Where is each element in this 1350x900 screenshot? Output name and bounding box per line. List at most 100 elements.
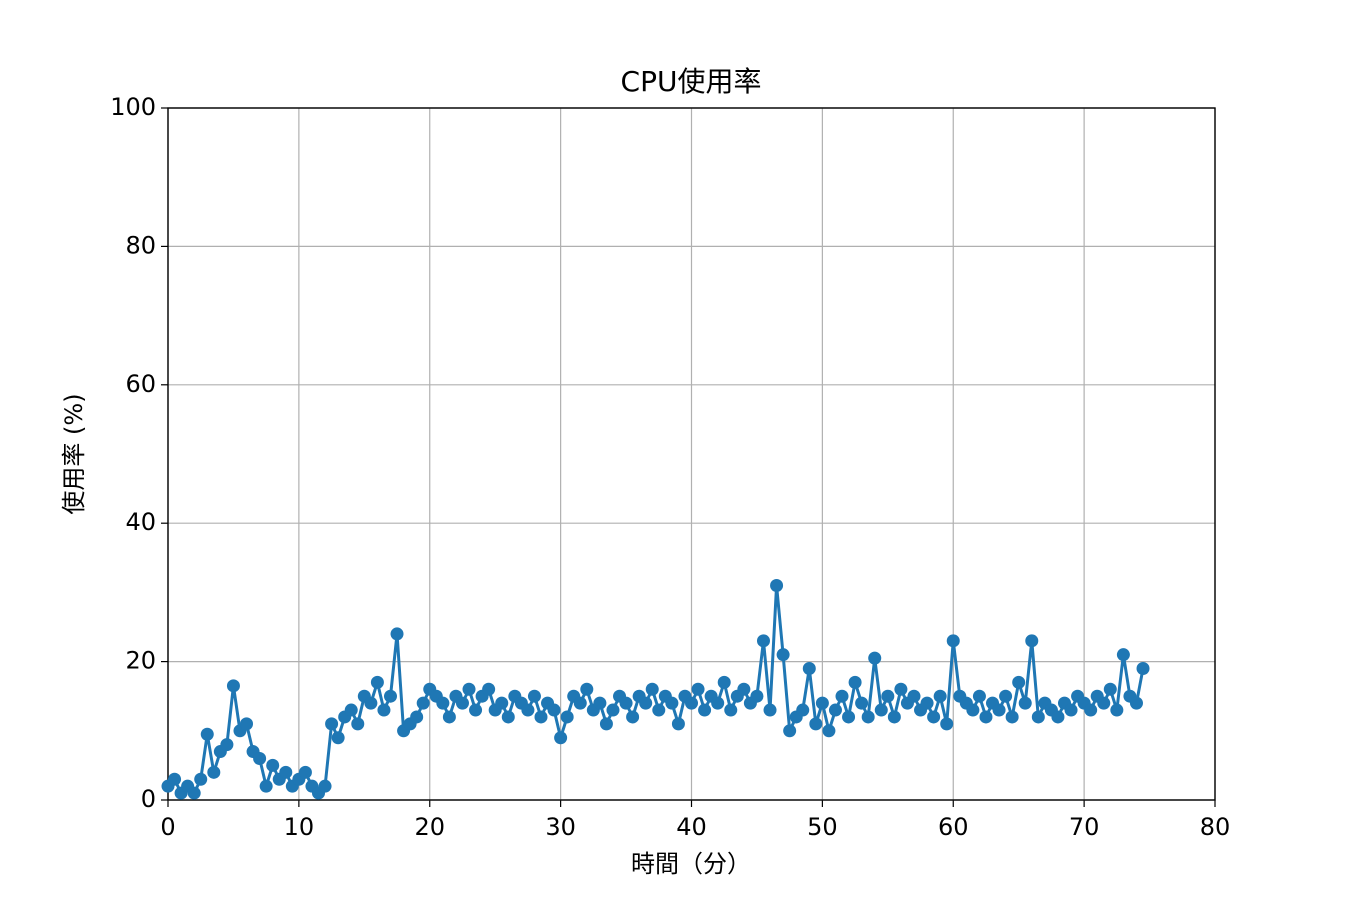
- y-tick-label: 100: [110, 93, 156, 121]
- y-tick-label: 60: [125, 370, 156, 398]
- data-point: [979, 710, 993, 724]
- y-tick-label: 40: [125, 508, 156, 536]
- data-point: [390, 627, 404, 641]
- data-point: [410, 710, 424, 724]
- data-point: [783, 724, 797, 738]
- data-point: [711, 696, 725, 710]
- data-point: [331, 731, 345, 745]
- data-point: [750, 689, 764, 703]
- data-point: [1110, 703, 1124, 717]
- data-point: [717, 675, 731, 689]
- data-point: [972, 689, 986, 703]
- data-point: [606, 703, 620, 717]
- data-point: [253, 751, 267, 765]
- data-point: [763, 703, 777, 717]
- data-point: [207, 765, 221, 779]
- x-tick-label: 70: [1069, 813, 1100, 841]
- data-point: [842, 710, 856, 724]
- data-point: [685, 696, 698, 710]
- data-point: [920, 696, 934, 710]
- data-point: [822, 724, 836, 738]
- data-point: [416, 696, 430, 710]
- data-point: [894, 682, 908, 696]
- x-axis-label: 時間（分）: [631, 850, 751, 878]
- data-point: [619, 696, 633, 710]
- data-point: [521, 703, 535, 717]
- data-point: [266, 758, 280, 772]
- data-point: [462, 682, 476, 696]
- data-point: [665, 696, 679, 710]
- data-point: [240, 717, 254, 731]
- plot-frame: [167, 107, 1216, 801]
- data-point: [194, 772, 208, 786]
- data-point: [187, 786, 201, 800]
- data-point: [756, 634, 770, 648]
- data-point: [200, 727, 214, 741]
- x-tick-label: 20: [414, 813, 445, 841]
- data-point: [554, 731, 568, 745]
- data-point: [966, 703, 980, 717]
- data-point: [770, 578, 784, 592]
- data-point: [442, 710, 456, 724]
- x-tick-label: 50: [807, 813, 838, 841]
- y-tick-label: 0: [141, 785, 156, 813]
- data-point: [298, 765, 312, 779]
- data-point: [1136, 662, 1150, 676]
- data-point: [259, 779, 273, 793]
- data-point: [835, 689, 849, 703]
- data-point: [547, 703, 561, 717]
- data-point: [599, 717, 613, 731]
- data-point: [318, 779, 332, 793]
- data-point: [691, 682, 705, 696]
- data-point: [645, 682, 659, 696]
- data-point: [168, 772, 182, 786]
- data-point: [279, 765, 293, 779]
- data-point: [344, 703, 358, 717]
- data-point: [482, 682, 496, 696]
- data-point: [848, 675, 862, 689]
- data-point: [593, 696, 607, 710]
- y-tick-label: 20: [125, 647, 156, 675]
- data-point: [1031, 710, 1045, 724]
- data-point: [1084, 703, 1098, 717]
- data-point: [887, 710, 901, 724]
- data-point: [1064, 703, 1078, 717]
- data-point: [220, 738, 234, 752]
- data-point: [580, 682, 594, 696]
- data-point: [796, 703, 810, 717]
- chart-title: CPU使用率: [621, 65, 762, 98]
- x-tick-label: 0: [160, 813, 175, 841]
- data-point: [377, 703, 391, 717]
- data-point: [573, 696, 587, 710]
- data-point: [737, 682, 751, 696]
- data-point: [881, 689, 895, 703]
- data-point: [809, 717, 823, 731]
- data-point: [874, 703, 888, 717]
- data-point: [1005, 710, 1019, 724]
- data-point: [1051, 710, 1065, 724]
- x-tick-label: 80: [1200, 813, 1231, 841]
- data-point: [364, 696, 378, 710]
- data-point: [455, 696, 469, 710]
- x-tick-label: 30: [545, 813, 576, 841]
- data-point: [370, 675, 384, 689]
- data-point: [652, 703, 666, 717]
- data-point: [671, 717, 685, 731]
- data-point: [495, 696, 509, 710]
- data-point: [436, 696, 450, 710]
- x-tick-label: 40: [676, 813, 707, 841]
- data-point: [383, 689, 397, 703]
- data-point: [560, 710, 574, 724]
- data-point: [907, 689, 921, 703]
- data-point: [1018, 696, 1032, 710]
- data-point: [1116, 648, 1130, 662]
- data-point: [1129, 696, 1143, 710]
- data-point: [1012, 675, 1026, 689]
- data-point: [855, 696, 869, 710]
- data-point: [1103, 682, 1117, 696]
- data-point: [469, 703, 483, 717]
- data-point: [698, 703, 712, 717]
- data-point: [626, 710, 640, 724]
